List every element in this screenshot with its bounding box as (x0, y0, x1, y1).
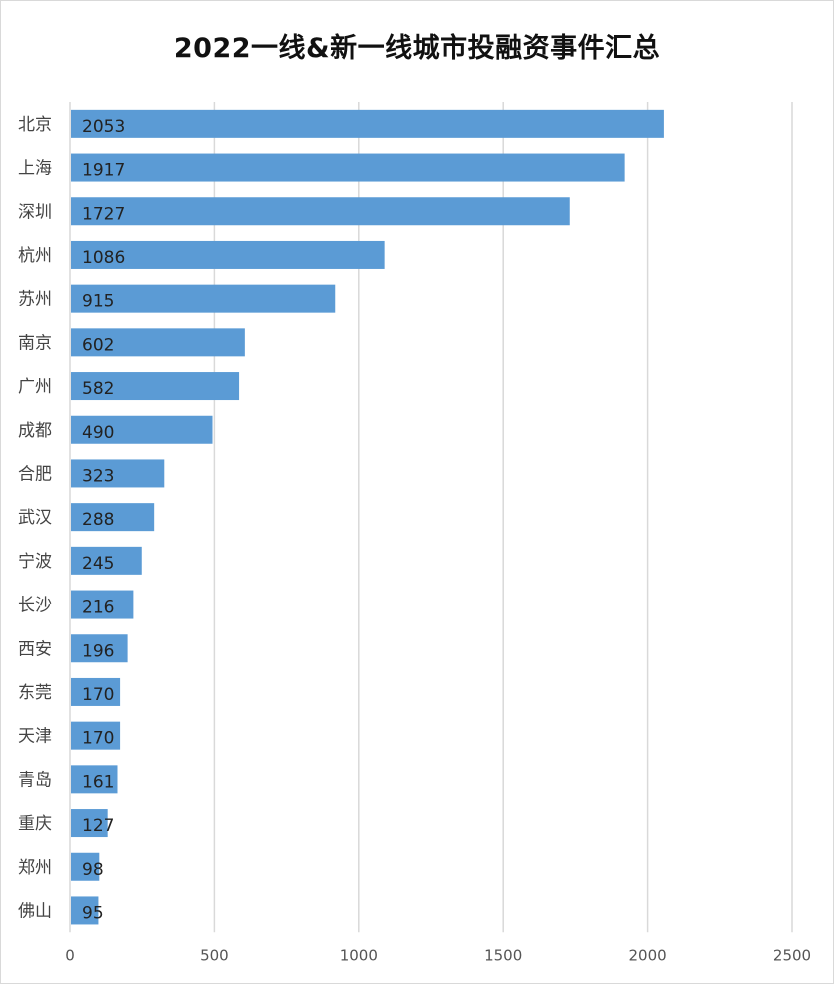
x-tick-label: 500 (200, 946, 229, 964)
bar (71, 240, 385, 269)
data-label: 127 (82, 816, 114, 836)
data-label: 196 (82, 641, 114, 661)
bar (71, 721, 121, 750)
category-label: 成都 (18, 421, 52, 441)
category-label: 郑州 (18, 858, 52, 878)
bar (71, 634, 128, 663)
data-label: 582 (82, 379, 114, 399)
data-label: 1086 (82, 248, 125, 268)
category-label: 南京 (18, 333, 52, 353)
data-label: 2053 (82, 117, 125, 137)
bar (71, 809, 108, 838)
bar (71, 153, 625, 182)
category-label: 上海 (18, 159, 52, 179)
category-label: 长沙 (18, 596, 52, 616)
data-label: 490 (82, 423, 114, 443)
category-label: 苏州 (18, 290, 52, 310)
data-label: 216 (82, 598, 114, 618)
data-label: 1727 (82, 204, 125, 224)
bar (71, 896, 99, 925)
category-label: 广州 (18, 377, 52, 397)
category-label: 东莞 (18, 683, 52, 703)
category-label: 西安 (18, 639, 52, 659)
category-label: 宁波 (18, 552, 52, 572)
bar (71, 852, 100, 881)
category-label: 合肥 (18, 464, 52, 484)
data-label: 98 (82, 860, 104, 880)
x-tick-label: 2500 (773, 946, 811, 964)
category-label: 重庆 (18, 814, 52, 834)
bar (71, 328, 245, 357)
x-tick-label: 2000 (629, 946, 667, 964)
x-tick-label: 0 (65, 946, 75, 964)
data-label: 1917 (82, 161, 125, 181)
data-label: 915 (82, 292, 114, 312)
data-label: 288 (82, 510, 114, 530)
bar (71, 197, 570, 226)
bar (71, 546, 142, 575)
x-tick-label: 1000 (340, 946, 378, 964)
data-label: 170 (82, 685, 114, 705)
data-label: 95 (82, 903, 104, 923)
bar (71, 590, 134, 619)
data-label: 602 (82, 335, 114, 355)
data-label: 170 (82, 729, 114, 749)
category-label: 杭州 (18, 246, 52, 266)
bar (71, 415, 213, 444)
bar (71, 372, 240, 401)
bar (71, 765, 118, 794)
bar (71, 503, 155, 532)
chart-title: 2022一线&新一线城市投融资事件汇总 (173, 33, 661, 64)
data-label: 245 (82, 554, 114, 574)
data-label: 161 (82, 772, 114, 792)
bar (71, 109, 664, 138)
x-tick-label: 1500 (484, 946, 522, 964)
bar (71, 677, 121, 706)
category-label: 天津 (18, 727, 52, 747)
category-label: 武汉 (18, 508, 52, 528)
category-label: 青岛 (18, 770, 52, 790)
bar (71, 459, 165, 488)
category-label: 北京 (18, 115, 52, 135)
category-label: 佛山 (18, 901, 52, 921)
data-label: 323 (82, 466, 114, 486)
category-label: 深圳 (18, 202, 52, 222)
bar (71, 284, 336, 313)
